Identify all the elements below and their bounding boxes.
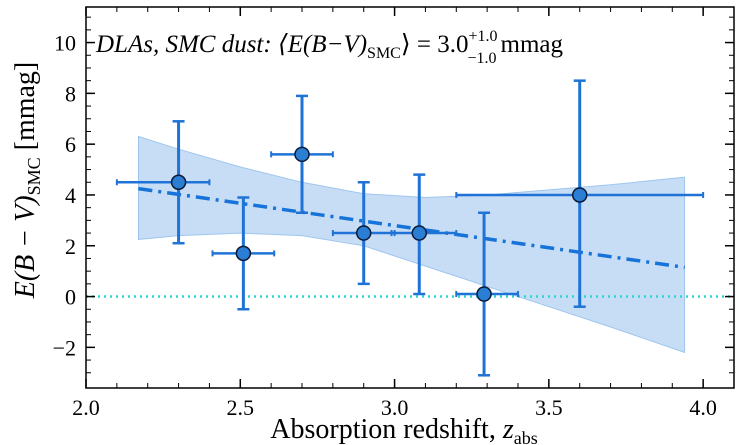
point-marker xyxy=(476,286,492,302)
fit-line-layer xyxy=(138,186,685,270)
y-tick-label: −2 xyxy=(53,335,76,360)
data-point xyxy=(115,120,211,245)
title-unit: mmag xyxy=(501,31,564,58)
x-tick-label: 2.5 xyxy=(227,395,255,420)
x-tick-label: 3.0 xyxy=(381,395,409,420)
x-tick-label: 4.0 xyxy=(689,395,717,420)
data-point xyxy=(270,94,334,214)
point-marker xyxy=(170,174,187,191)
data-point xyxy=(331,181,396,286)
data-point xyxy=(390,173,458,296)
chart-title: DLAs, SMC dust: ⟨E(B−V)SMC⟩ = 3.0+1.0 −1.… xyxy=(95,28,564,67)
title-main: DLAs, SMC dust: ⟨E(B−V) xyxy=(95,31,367,58)
x-tick-label: 2.0 xyxy=(72,395,100,420)
y-axis-label-main: E(B − V) xyxy=(10,195,41,299)
y-axis-label-sub: SMC xyxy=(24,157,44,195)
data-point xyxy=(455,79,705,308)
point-marker xyxy=(571,187,588,203)
y-tick-label: 0 xyxy=(65,285,76,310)
y-axis-label: E(B − V)SMC [mmag] xyxy=(10,62,44,300)
y-tick-label: 6 xyxy=(65,132,76,157)
point-marker xyxy=(355,225,372,241)
y-tick-label: 10 xyxy=(54,31,76,56)
point-marker xyxy=(235,245,252,262)
y-tick-label: 4 xyxy=(65,183,76,208)
data-point xyxy=(455,211,519,377)
fit-line xyxy=(138,186,685,270)
title-eq: ⟩ = 3.0 xyxy=(401,31,469,58)
y-tick-label: 8 xyxy=(65,81,76,106)
data-point xyxy=(211,196,276,311)
y-tick-label: 2 xyxy=(65,234,76,259)
title-sub: SMC xyxy=(367,45,401,62)
plot-frame xyxy=(85,6,735,389)
title-subsc: −1.0 xyxy=(467,50,496,67)
x-tick-label: 3.5 xyxy=(535,395,563,420)
axis-ticks-layer: 2.0 2.5 3.0 3.5 4.0 −2 0 2 4 6 8 10 xyxy=(53,7,735,420)
x-axis-label: Absorption redshift, zabs xyxy=(270,414,537,445)
title-sup: +1.0 xyxy=(468,28,497,45)
data-points-layer xyxy=(115,79,705,377)
point-marker xyxy=(294,146,310,163)
y-axis-label-unit: [mmag] xyxy=(10,62,41,158)
confidence-band-layer xyxy=(138,135,686,354)
x-axis-label-sub: abs xyxy=(514,428,538,445)
point-marker xyxy=(411,225,428,241)
confidence-band xyxy=(138,135,686,354)
x-axis-label-var: z xyxy=(502,414,514,445)
x-axis-label-main: Absorption redshift, xyxy=(270,414,503,445)
